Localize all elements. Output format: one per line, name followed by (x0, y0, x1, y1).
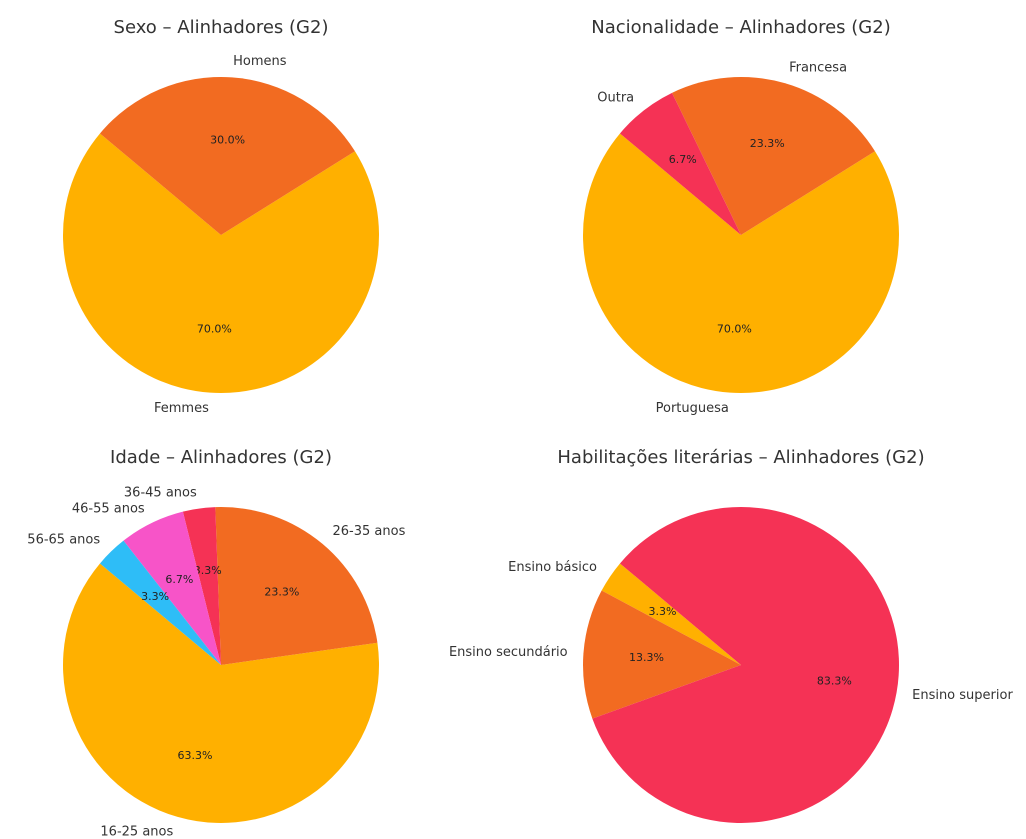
value-label: 70.0% (717, 323, 752, 336)
pie-slice (583, 590, 741, 719)
value-label: 70.0% (197, 323, 232, 336)
slice-label: Ensino superior (912, 688, 1013, 703)
slice-label: Ensino secundário (449, 645, 568, 660)
slice-label: Portuguesa (656, 401, 729, 416)
chart-title: Idade – Alinhadores (G2) (110, 447, 332, 468)
pie-slice (63, 563, 380, 823)
pie-slice (601, 563, 741, 665)
pie-slice (99, 540, 221, 665)
slice-label: 16-25 anos (100, 825, 173, 839)
value-label: 83.3% (817, 675, 852, 688)
value-label: 23.3% (264, 585, 299, 598)
pie-slice (619, 92, 741, 235)
chart-title: Nacionalidade – Alinhadores (G2) (591, 17, 890, 38)
value-label: 23.3% (750, 137, 785, 150)
pie-slice (182, 507, 221, 665)
slice-label: Femmes (154, 401, 209, 416)
value-label: 63.3% (177, 749, 212, 762)
pie-slice (215, 507, 378, 665)
pie-slice (63, 133, 379, 393)
value-label: 3.3% (648, 605, 676, 618)
value-label: 6.7% (669, 153, 697, 166)
pie-slice (592, 507, 900, 824)
slice-label: Francesa (789, 60, 847, 75)
pie-slice (123, 511, 221, 665)
slice-label: 36-45 anos (124, 485, 197, 500)
slice-label: 46-55 anos (72, 501, 145, 516)
slice-label: Outra (597, 90, 634, 105)
chart-title: Sexo – Alinhadores (G2) (114, 17, 329, 38)
value-label: 3.3% (194, 564, 222, 577)
value-label: 30.0% (210, 133, 245, 146)
chart-title: Habilitações literárias – Alinhadores (G… (557, 447, 924, 468)
value-label: 3.3% (141, 590, 169, 603)
slice-label: Ensino básico (508, 560, 597, 575)
pie-slice (583, 133, 899, 393)
slice-label: Homens (233, 54, 287, 69)
pie-slice (672, 76, 875, 236)
value-label: 13.3% (629, 651, 664, 664)
pie-slice (99, 76, 355, 235)
value-label: 6.7% (165, 573, 193, 586)
slice-label: 56-65 anos (27, 533, 100, 548)
slice-label: 26-35 anos (333, 524, 406, 539)
